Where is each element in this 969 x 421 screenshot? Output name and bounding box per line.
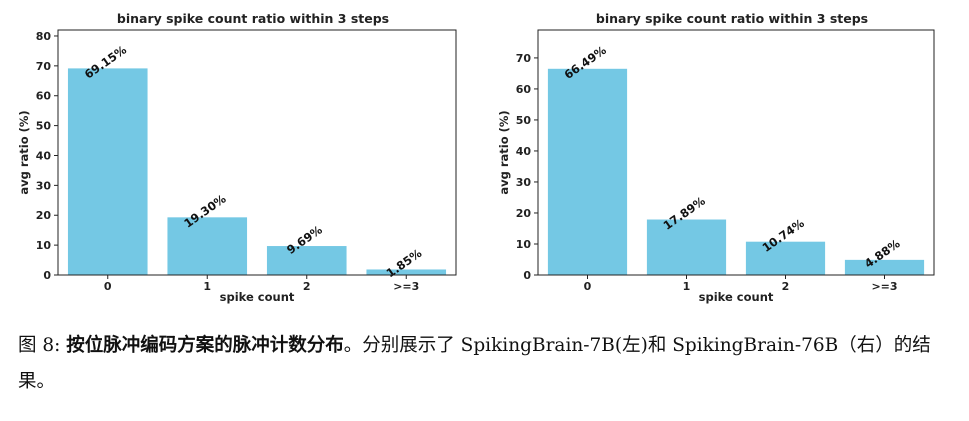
y-tick-label: 30 [516, 176, 532, 189]
y-tick-label: 70 [516, 52, 532, 65]
chart-left: binary spike count ratio within 3 steps 6… [17, 11, 457, 304]
y-axis-label: avg ratio (%) [497, 110, 511, 194]
bar-0 [67, 68, 148, 275]
caption-bold-title: 按位脉冲编码方案的脉冲计数分布 [66, 335, 344, 356]
y-tick-label: 50 [516, 114, 532, 127]
x-axis-label: spike count [699, 290, 774, 304]
x-tick-label: 0 [104, 280, 112, 293]
caption-text: 。分别展示了 SpikingBrain-7B(左)和 SpikingBrain-… [18, 335, 931, 392]
bar-3 [844, 259, 925, 275]
y-tick-label: 0 [523, 269, 531, 282]
x-tick-label: 0 [584, 280, 592, 293]
x-tick-label: 1 [203, 280, 211, 293]
y-tick-label: 40 [516, 145, 532, 158]
figure-caption: 图 8: 按位脉冲编码方案的脉冲计数分布。分别展示了 SpikingBrain-… [18, 328, 953, 400]
y-tick-label: 80 [36, 30, 52, 43]
y-tick-label: 60 [516, 83, 532, 96]
y-tick-label: 40 [36, 149, 52, 162]
caption-prefix: 图 8: [18, 335, 67, 356]
y-tick-label: 30 [36, 179, 52, 192]
x-tick-label: 2 [782, 280, 790, 293]
y-tick-label: 20 [36, 209, 52, 222]
bar-2 [266, 246, 347, 275]
y-tick-label: 10 [516, 238, 532, 251]
bar-2 [745, 241, 826, 275]
bar-3 [366, 269, 447, 275]
plot-frame [57, 29, 457, 276]
y-tick-label: 10 [36, 239, 52, 252]
chart-right: binary spike count ratio within 3 steps 6… [497, 11, 935, 304]
chart-title: binary spike count ratio within 3 steps [117, 11, 389, 26]
x-tick-label: >=3 [393, 280, 419, 293]
x-tick-label: 1 [683, 280, 691, 293]
y-tick-label: 60 [36, 90, 52, 103]
x-tick-label: >=3 [871, 280, 897, 293]
bar-1 [167, 217, 248, 275]
y-tick-label: 20 [516, 207, 532, 220]
y-tick-label: 50 [36, 120, 52, 133]
x-tick-label: 2 [303, 280, 311, 293]
x-axis-label: spike count [220, 290, 295, 304]
y-axis-label: avg ratio (%) [17, 110, 31, 194]
plot-frame [537, 29, 935, 276]
bar-0 [547, 68, 628, 275]
y-tick-label: 70 [36, 60, 52, 73]
y-tick-label: 0 [43, 269, 51, 282]
bar-1 [646, 219, 727, 275]
chart-title: binary spike count ratio within 3 steps [596, 11, 868, 26]
